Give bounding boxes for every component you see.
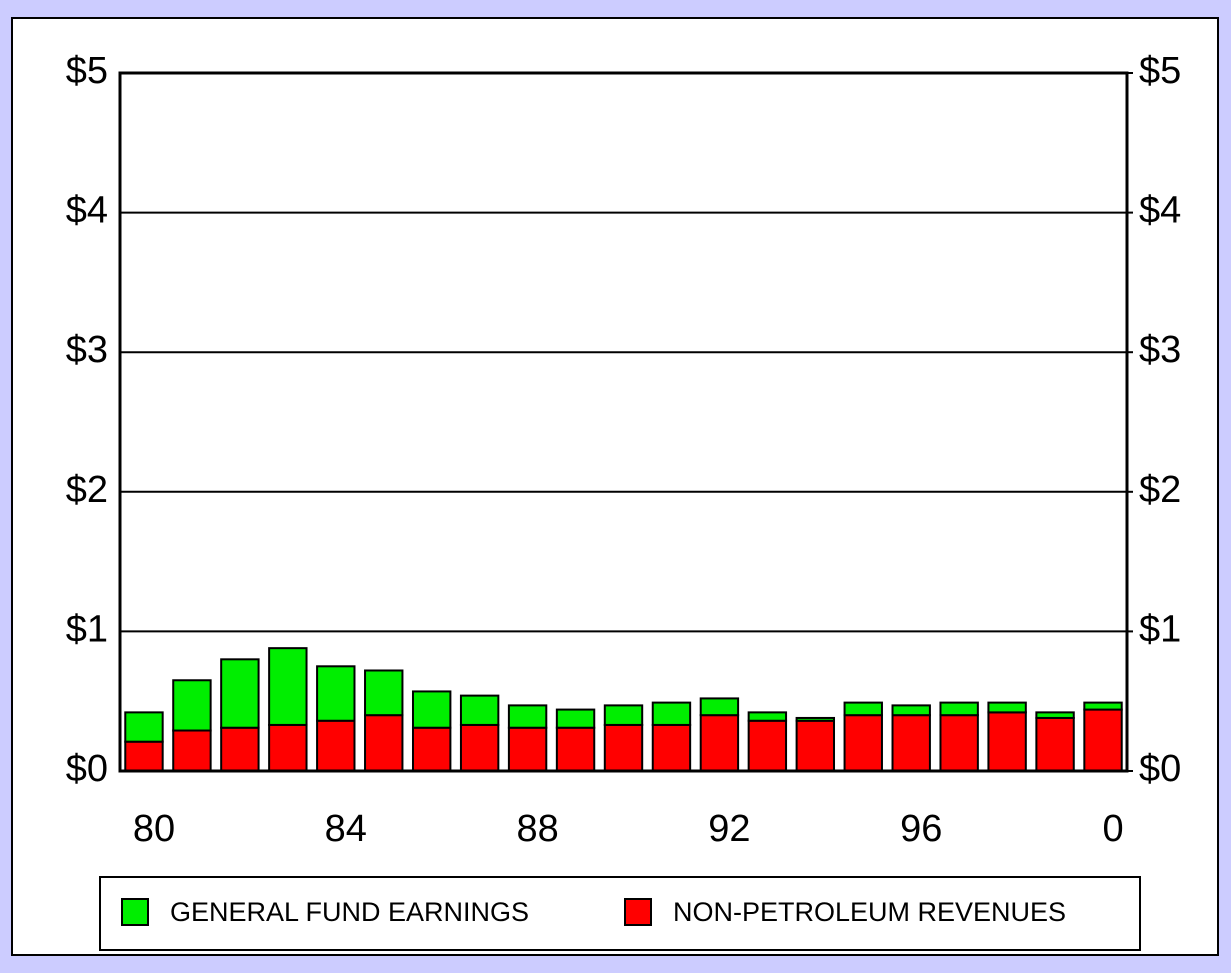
bar-segment: [411, 690, 452, 729]
bar-segment: [795, 716, 836, 722]
bar-segment: [843, 701, 883, 717]
y-tick-label: $1: [66, 608, 108, 650]
bar-segment: [987, 711, 1027, 772]
bar-segment: [555, 726, 596, 772]
bar-segment: [459, 723, 500, 773]
x-tick-label: 80: [133, 808, 175, 850]
y2-tick-label: $5: [1139, 50, 1181, 92]
y2-tick-label: $2: [1139, 469, 1181, 511]
x-tick-label: 96: [900, 808, 942, 850]
bar-segment: [124, 711, 164, 743]
bar-segment: [747, 711, 788, 722]
bar-segment: [411, 726, 452, 772]
y2-tick-label: $3: [1139, 329, 1181, 371]
legend-swatch: [624, 898, 652, 926]
bar-segment: [1083, 701, 1123, 711]
bar-segment: [1035, 711, 1075, 719]
x-tick-label: 88: [516, 808, 558, 850]
bar-segment: [747, 719, 788, 773]
bar-segment: [699, 714, 740, 772]
legend-box: [99, 876, 1141, 951]
bar-segment: [364, 714, 404, 772]
x-tick-label: 92: [708, 808, 750, 850]
bar-segment: [939, 714, 979, 772]
bar-segment: [220, 726, 260, 772]
y2-tick-label: $0: [1139, 748, 1181, 790]
bar-segment: [651, 723, 692, 773]
bar-segment: [507, 726, 548, 772]
bar-segment: [172, 729, 212, 772]
bar-segment: [507, 704, 548, 729]
bar-segment: [1083, 708, 1123, 772]
bar-segment: [268, 723, 308, 773]
bar-segment: [603, 704, 644, 726]
legend-label: GENERAL FUND EARNINGS: [170, 897, 529, 927]
x-tick-label: 0: [1102, 808, 1123, 850]
bar-segment: [1035, 716, 1075, 773]
bar-segment: [987, 701, 1027, 714]
bar-segment: [268, 647, 308, 726]
y2-tick-label: $4: [1139, 190, 1181, 232]
bar-segment: [220, 658, 260, 729]
bar-segment: [459, 694, 500, 726]
bar-segment: [555, 708, 596, 729]
legend-swatch: [121, 898, 149, 926]
chart-panel: [11, 17, 1219, 956]
y2-tick-label: $1: [1139, 608, 1181, 650]
bar-segment: [316, 719, 356, 773]
bar-segment: [939, 701, 979, 717]
bar-segment: [651, 701, 692, 726]
bar-segment: [364, 669, 404, 717]
legend-label: NON-PETROLEUM REVENUES: [673, 897, 1066, 927]
bar-segment: [699, 697, 740, 717]
bar-segment: [603, 723, 644, 773]
bar-segment: [891, 714, 931, 772]
bar-segment: [795, 719, 836, 773]
bar-segment: [172, 679, 212, 732]
y-tick-label: $3: [66, 329, 108, 371]
y-tick-label: $5: [66, 50, 108, 92]
bar-segment: [891, 704, 931, 717]
y-tick-label: $4: [66, 190, 108, 232]
x-tick-label: 84: [325, 808, 367, 850]
bars: [124, 647, 1123, 773]
bar-segment: [316, 665, 356, 722]
bar-segment: [843, 714, 883, 772]
bar-segment: [124, 740, 164, 773]
y-tick-label: $0: [66, 748, 108, 790]
plot-frame: [118, 71, 1129, 773]
y-tick-label: $2: [66, 469, 108, 511]
